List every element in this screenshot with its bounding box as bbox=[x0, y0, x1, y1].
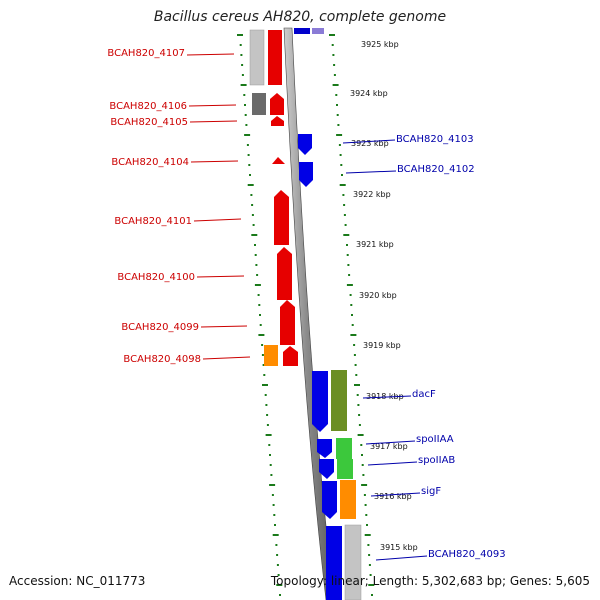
kbp-label: 3920 kbp bbox=[359, 291, 397, 300]
leader-line bbox=[345, 170, 397, 174]
gene-label[interactable]: spoIIAB bbox=[418, 455, 455, 466]
kbp-label: 3919 kbp bbox=[363, 341, 401, 350]
leader-line bbox=[188, 104, 237, 107]
kbp-label: 3918 kbp bbox=[366, 392, 404, 401]
gene-feature[interactable] bbox=[268, 30, 282, 85]
plus-strand-labels: BCAH820_4103 BCAH820_4102 dacF spoIIAA s… bbox=[342, 134, 506, 561]
leader-line bbox=[186, 53, 235, 56]
gene-label[interactable]: BCAH820_4106 bbox=[109, 101, 187, 112]
minus-strand-features bbox=[249, 29, 298, 366]
map-title: Bacillus cereus AH820, complete genome bbox=[153, 9, 447, 25]
gene-label[interactable]: dacF bbox=[412, 389, 436, 400]
gene-label[interactable]: BCAH820_4101 bbox=[114, 216, 192, 227]
gene-feature[interactable] bbox=[336, 438, 352, 459]
gene-label[interactable]: BCAH820_4093 bbox=[428, 549, 506, 560]
gene-feature[interactable] bbox=[344, 524, 362, 600]
gene-label[interactable]: sigF bbox=[421, 486, 441, 497]
gene-feature[interactable] bbox=[271, 116, 284, 126]
gene-label[interactable]: BCAH820_4100 bbox=[117, 272, 195, 283]
gene-label[interactable]: spoIIAA bbox=[416, 434, 454, 445]
gene-feature[interactable] bbox=[249, 29, 265, 86]
gene-feature[interactable] bbox=[319, 459, 334, 479]
leader-line bbox=[370, 492, 421, 497]
kbp-label: 3916 kbp bbox=[374, 492, 412, 501]
kbp-label: 3922 kbp bbox=[353, 190, 391, 199]
kbp-scale: 3925 kbp 3924 kbp 3923 kbp 3922 kbp 3921… bbox=[350, 40, 418, 552]
gene-label[interactable]: BCAH820_4102 bbox=[397, 164, 475, 175]
gene-feature[interactable] bbox=[252, 93, 266, 115]
kbp-label: 3915 kbp bbox=[380, 543, 418, 552]
gene-label[interactable]: BCAH820_4098 bbox=[123, 354, 201, 365]
gene-feature[interactable] bbox=[331, 370, 347, 431]
gene-feature[interactable] bbox=[312, 371, 328, 432]
kbp-label: 3921 kbp bbox=[356, 240, 394, 249]
gene-feature[interactable] bbox=[270, 93, 284, 115]
leader-line bbox=[365, 440, 416, 445]
gene-feature[interactable] bbox=[326, 526, 342, 600]
leader-line bbox=[193, 218, 242, 222]
leader-line bbox=[375, 555, 428, 561]
tick-rail-left bbox=[237, 34, 283, 596]
leader-line bbox=[342, 139, 396, 144]
leader-line bbox=[367, 461, 418, 466]
kbp-label: 3924 kbp bbox=[350, 89, 388, 98]
gene-label[interactable]: BCAH820_4099 bbox=[121, 322, 199, 333]
leader-line bbox=[196, 275, 245, 278]
leader-line bbox=[202, 356, 251, 360]
gene-label[interactable]: BCAH820_4103 bbox=[396, 134, 474, 145]
gene-feature[interactable] bbox=[280, 300, 295, 345]
gene-label[interactable]: BCAH820_4105 bbox=[110, 117, 188, 128]
accession-text: Accession: NC_011773 bbox=[9, 574, 146, 588]
gene-feature[interactable] bbox=[299, 162, 313, 187]
gene-feature[interactable] bbox=[340, 480, 356, 519]
gene-feature[interactable] bbox=[274, 190, 289, 245]
gene-feature[interactable] bbox=[283, 346, 298, 366]
kbp-label: 3923 kbp bbox=[351, 139, 389, 148]
genome-summary-text: Topology: linear; Length: 5,302,683 bp; … bbox=[270, 574, 590, 588]
plus-strand-features bbox=[298, 134, 362, 600]
leader-line bbox=[200, 325, 248, 328]
gene-feature[interactable] bbox=[272, 157, 285, 164]
kbp-label: 3925 kbp bbox=[361, 40, 399, 49]
leader-line bbox=[190, 160, 239, 163]
gene-feature[interactable] bbox=[317, 439, 332, 458]
gene-feature[interactable] bbox=[322, 481, 337, 519]
tick-rail-right bbox=[329, 34, 375, 596]
minus-strand-labels: BCAH820_4107 BCAH820_4106 BCAH820_4105 B… bbox=[107, 48, 251, 365]
gene-feature[interactable] bbox=[298, 134, 312, 155]
kbp-label: 3917 kbp bbox=[370, 442, 408, 451]
leader-line bbox=[189, 120, 238, 123]
gene-feature[interactable] bbox=[337, 459, 353, 479]
top-gene-stub bbox=[294, 28, 324, 34]
gene-feature[interactable] bbox=[264, 345, 278, 366]
gene-feature[interactable] bbox=[277, 247, 292, 300]
gene-label[interactable]: BCAH820_4107 bbox=[107, 48, 185, 59]
leader-line bbox=[362, 395, 412, 399]
chromosome-backbone bbox=[283, 27, 335, 600]
gene-label[interactable]: BCAH820_4104 bbox=[111, 157, 189, 168]
